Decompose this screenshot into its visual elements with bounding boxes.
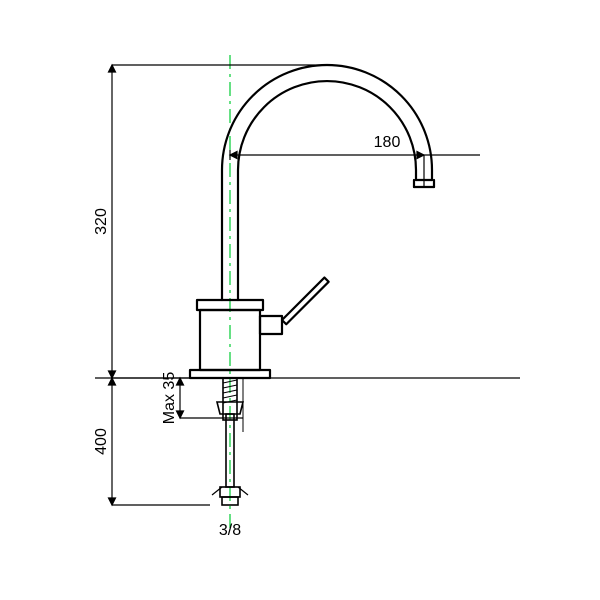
height-value: 320	[93, 208, 110, 235]
deck-thickness-value: Max 35	[161, 372, 178, 425]
hose-length-value: 400	[93, 428, 110, 455]
faucet-technical-drawing: 320 400 Max 35 180 3/8	[0, 0, 600, 600]
faucet-outline	[190, 65, 434, 378]
dimension-deck-thickness: Max 35	[161, 372, 243, 425]
dimension-height-320: 320	[93, 65, 327, 378]
dimension-spout-reach: 180	[230, 134, 480, 187]
thread-value: 3/8	[219, 522, 241, 539]
spout-reach-value: 180	[374, 134, 401, 151]
dimension-lines: 320 400 Max 35 180 3/8	[93, 65, 480, 539]
dimension-hose-400: 400	[93, 378, 210, 505]
